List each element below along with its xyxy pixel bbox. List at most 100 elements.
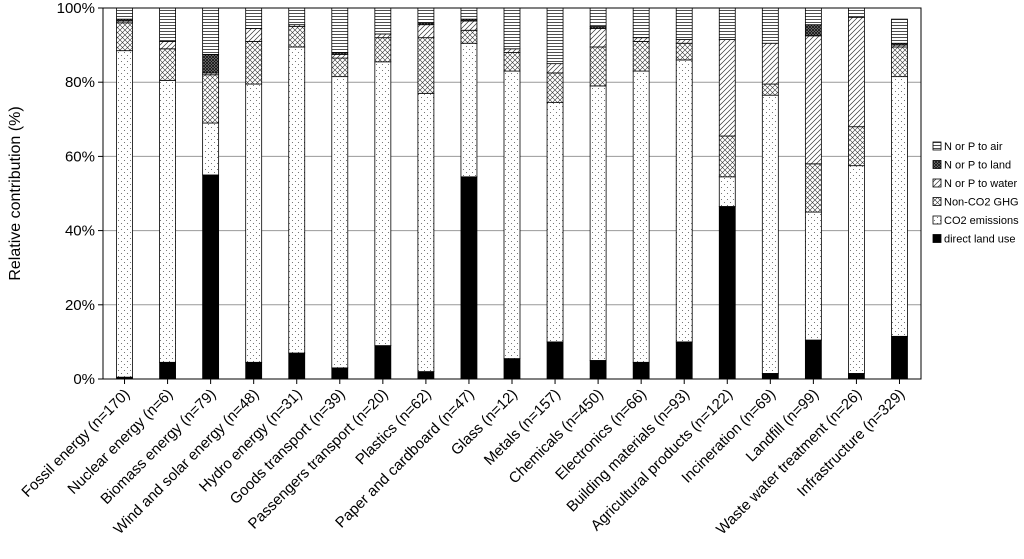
- bar-stack: [331, 7, 349, 380]
- bar-segment-direct-land-use: [460, 176, 478, 380]
- bar-segment-n-or-p-to-air: [374, 7, 392, 35]
- legend-label: Non-CO2 GHG: [944, 197, 1019, 209]
- legend-item: N or P to land: [932, 160, 1011, 172]
- bar-segment-non-co2-ghg: [331, 57, 349, 78]
- bar-segment-co2-emissions: [159, 79, 176, 363]
- bar-segment-direct-land-use: [331, 367, 349, 380]
- legend-swatch: [932, 234, 942, 243]
- y-axis-label: Relative contribution (%): [7, 106, 24, 280]
- legend-label: direct land use: [944, 234, 1016, 246]
- bar-segment-direct-land-use: [718, 206, 736, 380]
- bar-segment-co2-emissions: [891, 76, 908, 337]
- bar-segment-n-or-p-to-air: [589, 7, 607, 27]
- bar-stack: [632, 7, 650, 380]
- bar-segment-non-co2-ghg: [718, 135, 736, 178]
- y-tick-label: 0%: [73, 371, 95, 388]
- bar-segment-direct-land-use: [417, 371, 435, 380]
- bar-segment-n-or-p-to-air: [848, 7, 865, 18]
- bar-segment-n-or-p-to-air: [761, 7, 779, 44]
- legend-item: N or P to air: [932, 141, 1003, 153]
- bar-segment-n-or-p-to-air: [116, 7, 133, 20]
- legend-swatch: [932, 178, 942, 188]
- bar-segment-direct-land-use: [159, 361, 176, 380]
- bar-segment-n-or-p-to-air: [159, 7, 176, 42]
- bar-segment-n-or-p-to-water: [804, 35, 822, 165]
- bar-segment-n-or-p-to-air: [503, 7, 521, 50]
- bar-segment-n-or-p-to-water: [460, 20, 478, 31]
- bar-segment-n-or-p-to-water: [675, 39, 693, 44]
- legend-item: direct land use: [932, 234, 1016, 246]
- bar-segment-non-co2-ghg: [546, 72, 564, 104]
- y-axis: 0% 20% 40% 60% 80% 100%: [57, 0, 103, 388]
- bar-segment-n-or-p-to-water: [159, 40, 176, 50]
- bar-segment-n-or-p-to-water: [546, 63, 564, 74]
- bar-segment-direct-land-use: [288, 352, 306, 380]
- x-axis: Fossil energy (n=170)Nuclear energy (n=6…: [18, 379, 908, 538]
- bar-segment-co2-emissions: [374, 61, 392, 347]
- bar-segment-n-or-p-to-air: [632, 7, 650, 39]
- bar-segment-non-co2-ghg: [503, 52, 521, 72]
- bar-segment-n-or-p-to-air: [245, 7, 263, 29]
- legend-label: N or P to land: [944, 160, 1011, 172]
- bar-segment-n-or-p-to-land: [804, 24, 822, 37]
- bar-segment-direct-land-use: [632, 361, 650, 380]
- bar-stack: [159, 7, 176, 380]
- bar-segment-n-or-p-to-air: [417, 7, 435, 24]
- bar-segment-n-or-p-to-air: [891, 18, 908, 44]
- bar-stack: [804, 7, 822, 380]
- bar-segment-co2-emissions: [804, 211, 822, 341]
- bar-segment-co2-emissions: [503, 70, 521, 359]
- bar-segment-n-or-p-to-air: [288, 7, 306, 26]
- y-tick-label: 100%: [57, 0, 95, 17]
- bar-stack: [116, 7, 133, 380]
- x-tick-label: Plastics (n=62): [352, 386, 434, 468]
- bar-segment-direct-land-use: [589, 360, 607, 380]
- bar-segment-co2-emissions: [460, 42, 478, 178]
- bar-segment-non-co2-ghg: [116, 22, 133, 52]
- legend-swatch: [932, 197, 942, 206]
- bar-segment-co2-emissions: [675, 59, 693, 343]
- bar-segment-direct-land-use: [503, 358, 521, 380]
- bar-stack: [202, 7, 220, 380]
- legend-swatch: [932, 141, 942, 151]
- bar-segment-direct-land-use: [202, 174, 220, 380]
- bar-segment-direct-land-use: [804, 339, 822, 380]
- bar-stack: [374, 7, 392, 380]
- bar-segment-n-or-p-to-water: [848, 16, 865, 128]
- bar-stack: [589, 7, 607, 380]
- bar-segment-non-co2-ghg: [632, 40, 650, 72]
- bar-segment-co2-emissions: [589, 85, 607, 361]
- bar-segment-non-co2-ghg: [804, 163, 822, 213]
- bar-segment-co2-emissions: [848, 165, 865, 374]
- bar-segment-non-co2-ghg: [202, 74, 220, 124]
- bar-stack: [460, 7, 478, 380]
- bar-segment-n-or-p-to-water: [632, 37, 650, 42]
- y-tick-label: 20%: [65, 297, 95, 314]
- bar-stack: [245, 7, 263, 380]
- bar-segment-co2-emissions: [331, 76, 349, 369]
- bar-segment-n-or-p-to-water: [761, 42, 779, 85]
- y-tick-label: 80%: [65, 74, 95, 91]
- bar-segment-n-or-p-to-water: [417, 24, 435, 39]
- bar-segment-non-co2-ghg: [891, 46, 908, 78]
- bar-segment-direct-land-use: [374, 345, 392, 380]
- bar-segment-non-co2-ghg: [675, 42, 693, 61]
- bar-segment-n-or-p-to-air: [546, 7, 564, 65]
- bar-segment-non-co2-ghg: [288, 26, 306, 48]
- y-tick-label: 40%: [65, 223, 95, 240]
- legend-swatch: [932, 215, 942, 225]
- legend-label: CO2 emissions: [944, 215, 1019, 227]
- bar-segment-co2-emissions: [632, 70, 650, 363]
- bar-segment-co2-emissions: [116, 50, 133, 378]
- bar-segment-n-or-p-to-air: [331, 7, 349, 53]
- bar-segment-n-or-p-to-water: [503, 48, 521, 53]
- y-tick-label: 60%: [65, 148, 95, 165]
- bar-segment-non-co2-ghg: [761, 83, 779, 96]
- bar-stack: [546, 7, 564, 380]
- legend-swatch: [932, 160, 942, 169]
- legend-item: Non-CO2 GHG: [932, 197, 1019, 209]
- bar-segment-n-or-p-to-water: [331, 53, 349, 59]
- bar-segment-non-co2-ghg: [589, 46, 607, 87]
- bar-segment-co2-emissions: [417, 92, 435, 372]
